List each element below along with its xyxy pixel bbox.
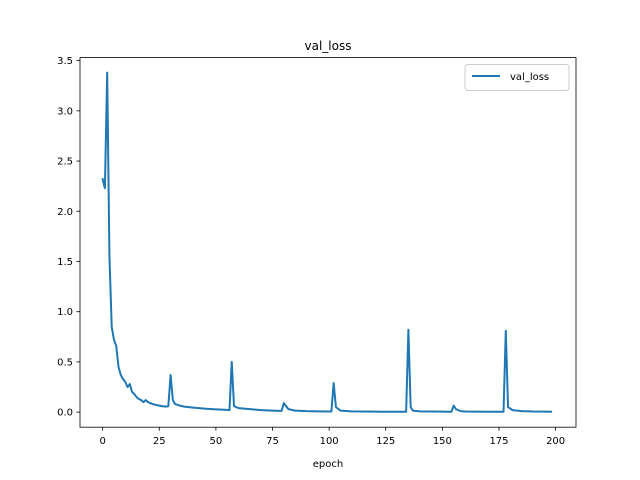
axis-ticks: 0 25 50 75 100 125 150 175 200 0.0 0.5 1.0 1.5 2.0 2.5… xyxy=(57,56,565,447)
axes-frame xyxy=(79,57,577,428)
y-tick-label: 2.0 xyxy=(57,207,73,218)
y-tick-label: 1.5 xyxy=(57,257,73,268)
y-tick-label: 3.0 xyxy=(57,106,73,117)
x-tick-label: 75 xyxy=(266,436,279,447)
x-tick-label: 100 xyxy=(320,436,339,447)
x-tick-label: 200 xyxy=(546,436,565,447)
y-tick-label: 0.0 xyxy=(57,408,73,419)
x-tick-label: 0 xyxy=(99,436,105,447)
y-tick-label: 3.5 xyxy=(57,56,73,67)
chart-title: val_loss xyxy=(305,39,352,53)
series-line-val-loss xyxy=(101,71,553,413)
y-tick-label: 0.5 xyxy=(57,357,73,368)
legend-box xyxy=(464,64,570,91)
x-tick-label: 25 xyxy=(153,436,166,447)
y-tick-label: 2.5 xyxy=(57,157,73,168)
x-axis-label: epoch xyxy=(313,459,343,470)
plot-area xyxy=(101,71,553,413)
legend: val_loss xyxy=(464,64,570,91)
x-tick-label: 125 xyxy=(376,436,395,447)
legend-label-val-loss: val_loss xyxy=(510,72,549,83)
x-tick-label: 175 xyxy=(489,436,508,447)
x-tick-label: 150 xyxy=(433,436,452,447)
x-tick-label: 50 xyxy=(210,436,223,447)
y-tick-label: 1.0 xyxy=(57,307,73,318)
